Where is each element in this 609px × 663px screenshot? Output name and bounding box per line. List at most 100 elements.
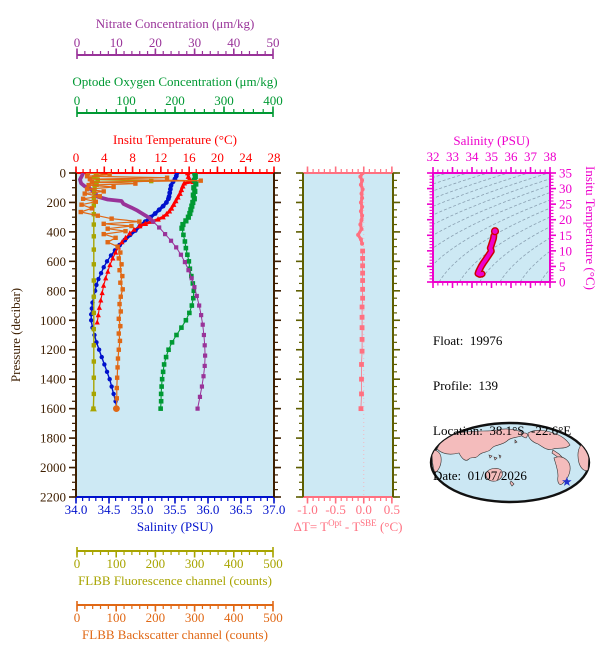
fluorescence-axis-title: FLBB Fluorescence channel (counts) xyxy=(78,573,272,588)
delta-t-tick-label: -0.5 xyxy=(325,502,346,517)
temperature-axis-title: Insitu Temperature (°C) xyxy=(113,132,237,147)
backscatter-axis-tick-label: 500 xyxy=(263,610,283,625)
series-dt_deep xyxy=(360,251,363,409)
backscatter-axis-tick-label: 400 xyxy=(224,610,244,625)
temperature-axis-tick-label: 8 xyxy=(129,150,136,165)
pressure-axis-left: 0 200 400 600 800 1000 1200 1400 1600 1800 2000 220… xyxy=(40,166,77,505)
delta-t-x-axis: -1.0 -0.5 0.0 0.5 xyxy=(297,496,400,517)
pressure-tick-label: 1600 xyxy=(40,401,66,416)
pressure-tick-label: 1000 xyxy=(40,313,66,328)
backscatter-axis-tick-label: 300 xyxy=(185,610,205,625)
float-info-block: Float: 19976 Profile: 139 Location: 38.1… xyxy=(433,303,571,498)
world-map xyxy=(429,421,591,504)
nitrate-axis-tick-label: 0 xyxy=(74,35,81,50)
salinity-axis-tick-label: 36.5 xyxy=(230,502,253,517)
salinity-axis-tick-label: 36.0 xyxy=(197,502,220,517)
delta-t-right-border xyxy=(392,172,400,498)
nitrate-axis-tick-label: 50 xyxy=(267,35,280,50)
temperature-axis-tick-label: 4 xyxy=(101,150,108,165)
ts-temperature-title: Insitu Temperature (°C) xyxy=(583,166,598,290)
ts-curve xyxy=(476,233,496,277)
oxygen-axis-tick-label: 400 xyxy=(263,93,283,108)
date-line: Date: 01/07/2026 xyxy=(433,468,527,483)
map-land xyxy=(431,426,589,487)
nitrate-axis-tick-label: 30 xyxy=(188,35,201,50)
density-contours xyxy=(433,173,550,282)
fluorescence-axis-tick-label: 400 xyxy=(224,556,244,571)
pressure-tick-label: 1200 xyxy=(40,342,66,357)
backscatter-axis-tick-label: 200 xyxy=(146,610,166,625)
temperature-axis-tick-label: 12 xyxy=(154,150,167,165)
delta-t-tick-label: 0.0 xyxy=(356,502,372,517)
ts-surface-dot xyxy=(490,227,500,236)
ts-temperature-tick-label: 0 xyxy=(559,275,566,290)
pressure-tick-label: 200 xyxy=(47,195,67,210)
pressure-tick-label: 1400 xyxy=(40,372,66,387)
delta-t-left-border xyxy=(296,172,304,498)
oxygen-axis: 0 100 200 300 400 Optode Oxygen Concentration… xyxy=(72,74,283,117)
temperature-axis-tick-label: 28 xyxy=(268,150,281,165)
fluorescence-axis-tick-label: 200 xyxy=(146,556,166,571)
ts-salinity-tick-label: 36 xyxy=(505,149,519,164)
salinity-axis-tick-label: 35.5 xyxy=(164,502,187,517)
pressure-tick-label: 600 xyxy=(47,254,67,269)
ts-temperature-tick-label: 25 xyxy=(559,197,572,212)
nitrate-axis-title: Nitrate Concentration (μm/kg) xyxy=(96,16,255,31)
ts-salinity-tick-label: 33 xyxy=(446,149,459,164)
ts-temperature-tick-label: 15 xyxy=(559,228,572,243)
salinity-axis-tick-label: 34.0 xyxy=(65,502,88,517)
ts-temperature-tick-label: 30 xyxy=(559,181,572,196)
ts-temperature-tick-label: 5 xyxy=(559,259,566,274)
pressure-tick-label: 0 xyxy=(60,166,67,181)
oxygen-axis-title: Optode Oxygen Concentration (μm/kg) xyxy=(72,74,277,89)
float-id-line: Float: 19976 xyxy=(433,333,503,348)
temperature-axis-tick-label: 24 xyxy=(239,150,253,165)
delta-t-panel: -1.0 -0.5 0.0 0.5ΔT= TOpt - TSBE (°C) xyxy=(294,166,403,534)
pressure-tick-label: 2200 xyxy=(40,490,66,505)
fluorescence-axis-tick-label: 500 xyxy=(263,556,283,571)
pressure-axis-title: Pressure (decibar) xyxy=(8,288,23,382)
ts-salinity-tick-label: 38 xyxy=(544,149,557,164)
delta-t-series-layer xyxy=(356,173,366,412)
oxygen-axis-tick-label: 0 xyxy=(74,93,81,108)
ts-temperature-tick-label: 35 xyxy=(559,166,572,181)
delta-t-plot-area xyxy=(303,173,393,497)
ts-salinity-tick-label: 35 xyxy=(485,149,498,164)
fluorescence-axis: 0 100 200 300 400 500 FLBB Fluorescence channe… xyxy=(74,547,283,588)
ts-salinity-tick-label: 32 xyxy=(427,149,440,164)
delta-t-tick-label: -1.0 xyxy=(297,502,318,517)
salinity-axis: 34.0 34.5 35.0 35.5 36.0 36.5 37.0 Salinity (PS… xyxy=(65,493,286,534)
salinity-axis-title: Salinity (PSU) xyxy=(137,519,213,534)
temperature-axis-tick-label: 16 xyxy=(183,150,197,165)
nitrate-axis: 0 10 20 30 40 50 Nitrate Concentration (μm/kg) xyxy=(74,16,280,59)
oxygen-axis-tick-label: 200 xyxy=(165,93,185,108)
ts-salinity-tick-label: 37 xyxy=(524,149,538,164)
backscatter-axis: 0 100 200 300 400 500 FLBB Backscatter channel… xyxy=(74,601,283,642)
salinity-axis-tick-label: 37.0 xyxy=(263,502,286,517)
pressure-tick-label: 800 xyxy=(47,283,67,298)
pressure-tick-label: 1800 xyxy=(40,431,66,446)
ts-plot-area xyxy=(433,173,550,282)
ts-salinity-title: Salinity (PSU) xyxy=(453,133,529,148)
fluorescence-axis-tick-label: 100 xyxy=(106,556,126,571)
delta-t-x-axis xyxy=(303,166,393,174)
ts-temperature-tick-label: 20 xyxy=(559,212,572,227)
nitrate-axis-tick-label: 20 xyxy=(149,35,162,50)
ts-salinity-tick-label: 34 xyxy=(466,149,480,164)
delta-t-axis-title: ΔT= TOpt - TSBE (°C) xyxy=(294,518,403,534)
temperature-axis-tick-label: 0 xyxy=(73,150,80,165)
pressure-tick-label: 400 xyxy=(47,224,67,239)
ts-temperature-tick-label: 10 xyxy=(559,243,572,258)
temperature-axis-tick-label: 20 xyxy=(211,150,224,165)
fluorescence-axis-tick-label: 300 xyxy=(185,556,205,571)
nitrate-axis-tick-label: 40 xyxy=(227,35,240,50)
backscatter-axis-tick-label: 100 xyxy=(106,610,126,625)
location-line: Location: 38.1°S -22.6°E xyxy=(433,423,572,438)
pressure-tick-label: 2000 xyxy=(40,460,66,475)
series-nitrate_deep xyxy=(152,221,206,409)
fluorescence-axis-tick-label: 0 xyxy=(74,556,81,571)
temperature-axis: 0 4 8 12 16 20 24 28 Insitu Temperature (°C) xyxy=(73,132,281,177)
